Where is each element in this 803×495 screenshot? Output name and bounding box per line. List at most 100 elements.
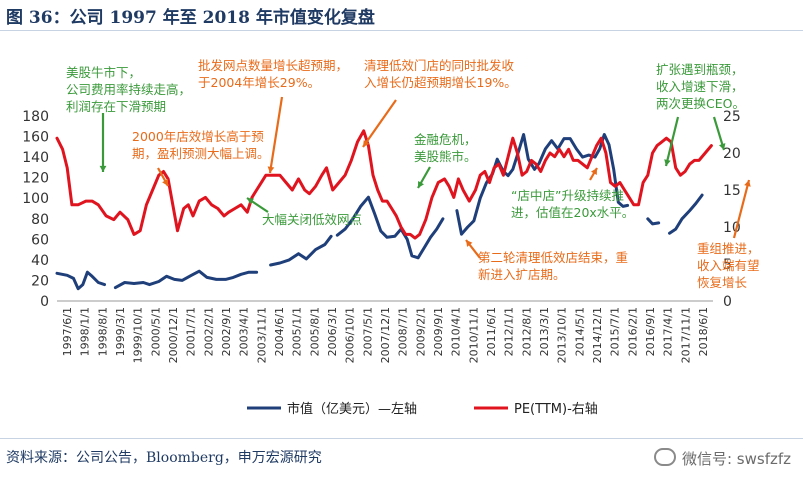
annotation-line: 新进入扩店期。 [478,267,566,282]
market-cap-line [646,217,661,226]
annotation-line: 扩张遇到瓶颈， [656,62,744,77]
market-cap-line [55,270,106,291]
footer-divider [0,438,803,439]
annotation-clean-stores: 清理低效门店的同时批发收 入增长仍超预期增长19%。 [364,57,517,91]
arrow-ceo-2-head [719,143,726,150]
x-tick-label: 2014/12/1 [591,307,604,363]
x-tick-label: 2000/12/1 [167,307,180,363]
annotation-close-stores: 大幅关闭低效网点 [262,211,362,228]
wechat-id: 微信号: swsfzfz [681,450,791,468]
figure-title-bar: 图 36：公司 1997 年至 2018 年市值变化复盘 [0,0,803,31]
annotation-line: 美股熊市。 [414,149,477,164]
annotation-line: 于2004年增长29%。 [198,75,321,90]
arrow-2000-head [162,179,168,186]
y-left-tick-label: 40 [31,253,49,269]
annotation-line: 利润存在下滑预期 [66,99,167,114]
arrow-bull-market-head [99,165,107,172]
y-left-tick-label: 0 [40,294,49,310]
y-left-tick-label: 20 [31,273,49,289]
annotation-bull-market: 美股牛市下， 公司费用率持续走高， 利润存在下滑预期 [66,64,191,115]
x-tick-label: 2009/9/1 [432,307,445,356]
arrow-ceo [664,116,680,167]
annotation-2004-wholesale: 批发网点数量增长超预期， 于2004年增长29%。 [198,57,348,91]
x-tick-label: 2013/3/1 [538,307,551,356]
x-tick-label: 2009/2/1 [414,307,427,356]
x-tick-label: 2002/2/1 [202,307,215,356]
legend-label: 市值（亿美元）—左轴 [287,401,417,417]
arrow-restructuring-head [744,180,751,187]
annotation-line: 收入增速下滑， [656,79,744,94]
x-tick-label: 2005/8/1 [308,307,321,356]
annotation-line: 公司费用率持续走高， [66,82,192,97]
x-tick-label: 2012/8/1 [520,307,533,356]
y-right-tick-label: 0 [723,294,732,310]
annotation-line: 恢复增长 [697,275,748,290]
x-tick-label: 2016/9/1 [644,307,657,356]
annotation-line: 第二轮清理低效店结束，重 [478,250,629,265]
x-tick-label: 2017/11/1 [679,307,692,363]
x-tick-label: 2017/4/1 [662,307,675,356]
wechat-watermark: 微信号: swsfzfz [653,448,791,469]
y-right-tick-label: 5 [723,257,732,273]
x-tick-label: 2010/4/1 [450,307,463,356]
x-tick-label: 2015/7/1 [609,307,622,356]
annotation-expansion-bottleneck: 扩张遇到瓶颈， 收入增速下滑， 两次更换CEO。 [656,61,745,112]
arrow-clean-stores-head [363,140,370,147]
annotation-line: 大幅关闭低效网点 [262,212,363,227]
x-tick-label: 2012/1/1 [503,307,516,356]
arrow-shop-in-shop-head [591,168,597,175]
x-tick-label: 2001/7/1 [185,307,198,356]
x-tick-label: 2004/6/1 [273,307,286,356]
annotation-line: 两次更换CEO。 [656,96,745,111]
annotation-line: 美股牛市下， [66,65,142,80]
arrow-restructuring [732,179,751,239]
arrow-2004 [268,96,284,174]
annotation-line: 清理低效门店的同时批发收 [364,58,515,73]
y-right-tick-label: 15 [723,183,741,199]
x-tick-label: 2010/11/1 [467,307,480,363]
figure-title: 图 36：公司 1997 年至 2018 年市值变化复盘 [6,8,375,28]
x-tick-label: 2014/5/1 [573,307,586,356]
x-tick-label: 2016/2/1 [626,307,639,356]
x-tick-label: 2008/7/1 [397,307,410,356]
x-tick-label: 1997/6/1 [61,307,74,356]
x-tick-label: 2003/4/1 [238,307,251,356]
y-right-tick-label: 25 [723,109,741,125]
annotation-shop-in-shop: “店中店”升级持续推 进，估值在20x水平。 [511,187,634,221]
annotation-second-cleanup: 第二轮清理低效店结束，重 新进入扩店期。 [478,249,628,283]
x-tick-label: 2018/6/1 [697,307,710,356]
y-left-tick-label: 140 [22,150,49,166]
x-tick-label: 1998/1/1 [79,307,92,356]
annotation-line: 入增长仍超预期增长19%。 [364,75,517,90]
y-left-tick-label: 100 [22,191,49,207]
x-tick-label: 1998/8/1 [96,307,109,356]
x-tick-label: 2007/12/1 [379,307,392,363]
arrow-ceo-head [664,159,671,166]
pe-line [55,129,713,240]
x-tick-label: 2003/11/1 [255,307,268,363]
y-left-tick-label: 60 [31,232,49,248]
annotation-line: 期，盈利预测大幅上调。 [132,146,270,161]
annotation-line: 收入端有望 [697,258,760,273]
annotation-2000-store-efficiency: 2000年店效增长高于预 期，盈利预测大幅上调。 [132,128,270,162]
x-tick-label: 2007/5/1 [361,307,374,356]
y-left-tick-label: 80 [31,212,49,228]
x-tick-label: 2000/5/1 [149,307,162,356]
x-tick-label: 2002/9/1 [220,307,233,356]
annotation-line: 2000年店效增长高于预 [132,129,264,144]
annotation-line: 重组推进， [697,241,760,256]
x-tick-label: 2013/10/1 [556,307,569,363]
x-tick-label: 2011/6/1 [485,307,498,356]
x-tick-label: 2006/3/1 [326,307,339,356]
annotation-line: 批发网点数量增长超预期， [198,58,349,73]
annotation-line: 进，估值在20x水平。 [511,205,635,220]
y-left-tick-label: 160 [22,130,49,146]
annotation-line: 金融危机， [414,132,477,147]
x-tick-label: 2006/10/1 [344,307,357,363]
wechat-icon [653,448,676,466]
arrow-second-cleanup-head [466,240,473,247]
annotation-financial-crisis: 金融危机， 美股熊市。 [414,131,477,165]
x-tick-label: 2005/1/1 [291,307,304,356]
y-right-tick-label: 20 [723,146,741,162]
